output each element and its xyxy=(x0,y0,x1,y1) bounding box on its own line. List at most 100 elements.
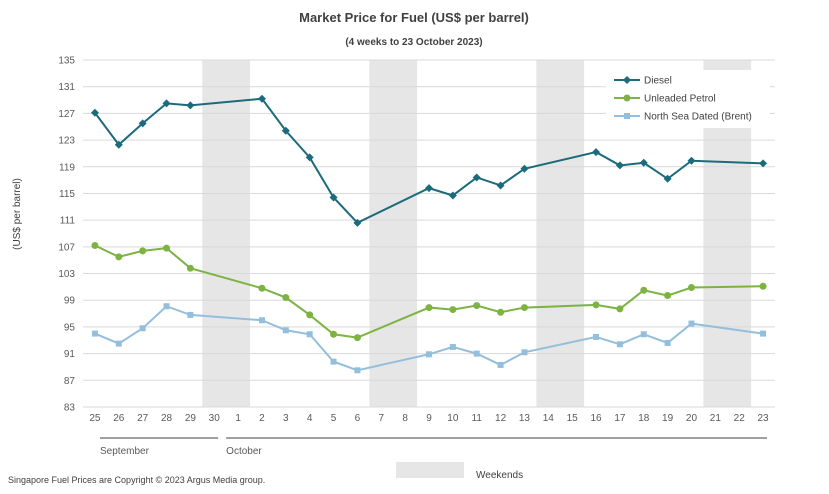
month-label: October xyxy=(226,446,262,457)
y-axis-label: (US$ per barrel) xyxy=(12,178,23,250)
data-point[interactable] xyxy=(425,184,433,193)
x-tick-label: 16 xyxy=(590,413,602,424)
data-point[interactable] xyxy=(664,339,671,346)
data-point[interactable] xyxy=(449,343,456,350)
data-point[interactable] xyxy=(473,302,481,310)
data-point[interactable] xyxy=(163,303,170,310)
data-point[interactable] xyxy=(520,304,528,312)
data-point[interactable] xyxy=(521,349,528,356)
data-point[interactable] xyxy=(258,317,265,324)
data-point[interactable] xyxy=(162,99,171,108)
data-point[interactable] xyxy=(91,330,98,337)
x-tick-label: 19 xyxy=(662,413,674,424)
weekend-legend-swatch xyxy=(396,462,464,478)
legend-marker xyxy=(623,76,631,84)
data-point[interactable] xyxy=(760,330,767,337)
data-point[interactable] xyxy=(640,286,648,294)
data-point[interactable] xyxy=(615,161,624,170)
x-tick-label: 29 xyxy=(185,413,197,424)
x-tick-label: 25 xyxy=(89,413,101,424)
data-point[interactable] xyxy=(258,284,266,292)
data-point[interactable] xyxy=(616,341,623,348)
data-point[interactable] xyxy=(187,311,194,318)
x-tick-label: 9 xyxy=(426,413,432,424)
data-point[interactable] xyxy=(257,94,266,103)
legend-marker xyxy=(624,113,630,119)
y-tick-label: 83 xyxy=(64,403,76,414)
y-tick-label: 135 xyxy=(58,56,75,67)
data-point[interactable] xyxy=(282,294,290,302)
data-point[interactable] xyxy=(426,351,432,358)
y-tick-label: 103 xyxy=(58,269,75,280)
x-tick-label: 6 xyxy=(355,413,361,424)
data-point[interactable] xyxy=(639,158,648,167)
y-tick-label: 123 xyxy=(58,136,75,147)
data-point[interactable] xyxy=(663,174,672,183)
series-unleaded-petrol xyxy=(91,242,767,342)
legend-label: Diesel xyxy=(644,76,672,87)
data-point[interactable] xyxy=(353,334,361,342)
data-point[interactable] xyxy=(115,253,123,261)
data-point[interactable] xyxy=(186,264,194,272)
x-tick-label: 28 xyxy=(161,413,173,424)
data-point[interactable] xyxy=(305,153,314,162)
x-tick-label: 21 xyxy=(710,413,722,424)
data-point[interactable] xyxy=(640,331,647,338)
data-point[interactable] xyxy=(329,193,338,202)
data-point[interactable] xyxy=(330,358,337,365)
data-point[interactable] xyxy=(759,159,768,168)
data-point[interactable] xyxy=(592,148,601,157)
data-point[interactable] xyxy=(759,282,767,290)
data-point[interactable] xyxy=(163,244,171,252)
data-point[interactable] xyxy=(90,108,99,117)
data-point[interactable] xyxy=(687,284,695,292)
x-tick-label: 11 xyxy=(472,413,483,424)
data-point[interactable] xyxy=(520,164,529,173)
x-tick-label: 2 xyxy=(259,413,265,424)
data-point[interactable] xyxy=(115,340,122,347)
x-tick-label: 5 xyxy=(331,413,337,424)
data-point[interactable] xyxy=(186,101,195,110)
legend-label: Unleaded Petrol xyxy=(644,94,716,105)
data-point[interactable] xyxy=(306,331,313,338)
data-point[interactable] xyxy=(592,301,600,309)
data-point[interactable] xyxy=(616,305,624,313)
data-point[interactable] xyxy=(687,156,696,165)
y-tick-label: 91 xyxy=(64,349,76,360)
data-point[interactable] xyxy=(114,140,123,149)
data-point[interactable] xyxy=(330,330,338,338)
data-point[interactable] xyxy=(282,327,289,334)
series-lines xyxy=(90,94,768,374)
weekend-band-1 xyxy=(202,60,251,407)
data-point[interactable] xyxy=(472,173,481,182)
data-point[interactable] xyxy=(138,119,147,128)
data-point[interactable] xyxy=(497,361,504,368)
data-point[interactable] xyxy=(688,320,695,327)
data-point[interactable] xyxy=(664,292,672,300)
chart-subtitle: (4 weeks to 23 October 2023) xyxy=(345,37,482,48)
legend-item-north-sea-dated-brent: North Sea Dated (Brent) xyxy=(614,112,752,123)
x-tick-label: 8 xyxy=(402,413,408,424)
x-tick-label: 3 xyxy=(283,413,289,424)
data-point[interactable] xyxy=(139,325,146,332)
copyright-footer: Singapore Fuel Prices are Copyright © 20… xyxy=(8,475,265,485)
data-point[interactable] xyxy=(449,306,457,314)
data-point[interactable] xyxy=(354,367,361,374)
data-point[interactable] xyxy=(306,311,314,319)
x-tick-label: 12 xyxy=(495,413,507,424)
y-tick-label: 111 xyxy=(60,216,76,227)
x-tick-label: 18 xyxy=(638,413,650,424)
data-point[interactable] xyxy=(281,126,290,135)
data-point[interactable] xyxy=(496,181,505,190)
data-point[interactable] xyxy=(593,333,600,340)
y-tick-label: 115 xyxy=(59,189,75,200)
data-point[interactable] xyxy=(448,191,457,200)
month-label: September xyxy=(100,446,150,457)
data-point[interactable] xyxy=(91,242,99,250)
data-point[interactable] xyxy=(497,308,505,316)
data-point[interactable] xyxy=(139,247,147,255)
data-point[interactable] xyxy=(353,218,362,227)
data-point[interactable] xyxy=(473,350,480,357)
data-point[interactable] xyxy=(425,304,433,312)
